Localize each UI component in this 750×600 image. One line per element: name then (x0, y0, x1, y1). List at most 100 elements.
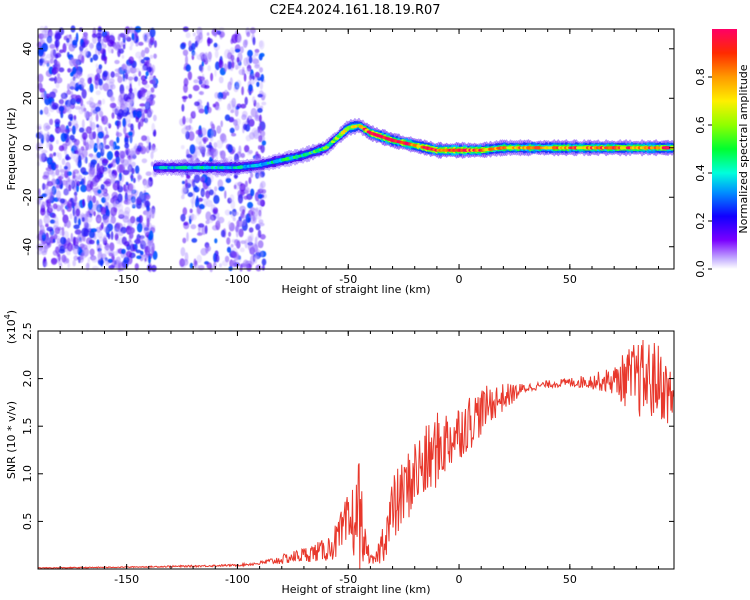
heatmap-noise-speckle (52, 179, 58, 184)
heatmap-noise-speckle (124, 142, 130, 149)
heatmap-noise-speckle (249, 74, 252, 81)
heatmap-noise-speckle (244, 239, 248, 249)
heatmap-noise-speckle (220, 229, 226, 238)
heatmap-noise-speckle (61, 254, 67, 263)
heatmap-noise-speckle (250, 27, 256, 34)
heatmap-noise-speckle (97, 207, 101, 215)
heatmap-noise-speckle (81, 41, 86, 49)
heatmap-noise-speckle (129, 83, 132, 94)
heatmap-noise-speckle (55, 81, 60, 89)
heatmap-noise-speckle (46, 157, 53, 165)
heatmap-noise-speckle (141, 158, 148, 164)
heatmap-noise-speckle (254, 48, 260, 53)
heatmap-noise-speckle (104, 56, 107, 65)
heatmap-noise-speckle (198, 104, 204, 110)
heatmap-noise-speckle (145, 95, 152, 102)
heatmap-noise-speckle (81, 132, 88, 140)
heatmap-noise-speckle (257, 107, 263, 113)
snr-x-tick-label: 50 (563, 573, 577, 586)
heatmap-noise-speckle (202, 136, 209, 143)
heatmap-noise-speckle (69, 134, 75, 141)
heatmap-noise-speckle (38, 58, 44, 66)
heatmap-noise-speckle (214, 92, 219, 99)
heatmap-noise-speckle (66, 38, 70, 43)
heatmap-noise-speckle (51, 102, 59, 110)
heatmap-noise-speckle (181, 127, 188, 135)
heatmap-noise-speckle (58, 105, 65, 112)
heatmap-noise-speckle (128, 56, 134, 65)
heatmap-noise-speckle (189, 208, 193, 214)
heatmap-x-tick-label: 50 (563, 273, 577, 286)
heatmap-noise-speckle (231, 60, 235, 69)
heatmap-noise-speckle (54, 118, 61, 125)
heatmap-noise-speckle (252, 54, 257, 64)
heatmap-noise-speckle (183, 222, 189, 226)
heatmap-noise-speckle (237, 61, 242, 69)
heatmap-noise-speckle (117, 108, 124, 119)
heatmap-noise-speckle (198, 185, 201, 191)
heatmap-noise-speckle (137, 78, 141, 87)
heatmap-noise-speckle (79, 50, 83, 54)
heatmap-noise-speckle (49, 136, 55, 142)
heatmap-noise-speckle (119, 97, 124, 106)
heatmap-noise-speckle (145, 212, 150, 217)
heatmap-noise-speckle (259, 67, 263, 73)
heatmap-noise-speckle (115, 131, 120, 137)
heatmap-noise-speckle (63, 165, 68, 170)
heatmap-noise-speckle (55, 246, 60, 254)
heatmap-noise-speckle (60, 202, 64, 213)
heatmap-noise-speckle (108, 252, 113, 257)
heatmap-noise-speckle (117, 75, 123, 84)
heatmap-noise-speckle (87, 77, 92, 85)
heatmap-noise-speckle (206, 151, 212, 157)
heatmap-noise-speckle (194, 174, 201, 183)
heatmap-noise-speckle (180, 247, 186, 257)
heatmap-noise-speckle (146, 205, 150, 212)
heatmap-noise-speckle (53, 233, 58, 240)
heatmap-noise-speckle (85, 126, 92, 134)
heatmap-noise-speckle (101, 116, 105, 122)
heatmap-noise-speckle (152, 77, 157, 85)
heatmap-noise-speckle (230, 244, 234, 248)
heatmap-noise-speckle (63, 133, 68, 140)
heatmap-noise-speckle (46, 191, 51, 200)
heatmap-noise-speckle (240, 153, 245, 158)
heatmap-noise-speckle (231, 259, 236, 267)
heatmap-noise-speckle (252, 36, 256, 46)
snr-y-tick-label: 0.5 (21, 513, 34, 531)
heatmap-noise-speckle (140, 204, 146, 209)
heatmap-noise-speckle (96, 171, 103, 180)
heatmap-noise-speckle (73, 255, 79, 261)
heatmap-noise-speckle (59, 124, 66, 133)
heatmap-noise-speckle (198, 108, 205, 114)
heatmap-noise-speckle (123, 93, 129, 102)
heatmap-noise-speckle (72, 195, 78, 203)
heatmap-noise-speckle (107, 258, 113, 264)
heatmap-noise-speckle (60, 97, 64, 107)
heatmap-noise-speckle (59, 49, 64, 54)
heatmap-noise-speckle (104, 193, 110, 201)
heatmap-noise-speckle (189, 262, 194, 269)
heatmap-noise-speckle (257, 240, 264, 249)
heatmap-noise-speckle (70, 232, 74, 243)
heatmap-noise-speckle (51, 257, 58, 264)
heatmap-noise-speckle (136, 216, 141, 223)
heatmap-noise-speckle (98, 142, 102, 150)
heatmap-noise-speckle (206, 101, 210, 111)
snr-y-multiplier: (x104) (3, 310, 18, 344)
heatmap-noise-speckle (136, 222, 143, 233)
heatmap-noise-speckle (96, 162, 100, 173)
heatmap-noise-speckle (217, 92, 224, 100)
heatmap-noise-speckle (125, 147, 131, 155)
colorbar-gradient (712, 29, 737, 269)
heatmap-noise-speckle (241, 86, 245, 96)
heatmap-noise-speckle (215, 254, 220, 263)
heatmap-noise-speckle (108, 163, 114, 168)
heatmap-noise-speckle (231, 97, 237, 108)
heatmap-noise-speckle (239, 183, 246, 192)
heatmap-noise-speckle (244, 39, 249, 46)
heatmap-noise-speckle (244, 96, 248, 106)
heatmap-noise-speckle (110, 231, 114, 240)
colorbar-label: Normalized spectral amplitude (737, 64, 750, 233)
heatmap-noise-speckle (98, 64, 103, 70)
